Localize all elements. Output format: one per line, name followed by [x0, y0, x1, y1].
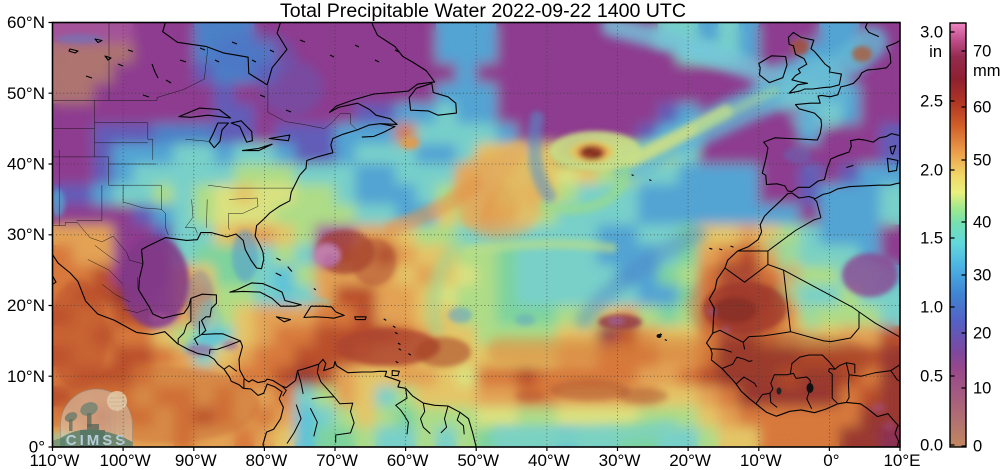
svg-text:40: 40 — [973, 214, 991, 232]
svg-text:70°W: 70°W — [316, 451, 358, 470]
svg-text:10: 10 — [973, 380, 991, 398]
svg-text:1.5: 1.5 — [920, 230, 943, 248]
svg-text:0°: 0° — [823, 451, 839, 470]
svg-text:90°W: 90°W — [175, 451, 217, 470]
svg-text:60: 60 — [973, 99, 991, 117]
svg-text:1.0: 1.0 — [920, 299, 943, 317]
svg-text:50°N: 50°N — [7, 84, 45, 103]
svg-text:20°W: 20°W — [669, 451, 711, 470]
svg-text:2.0: 2.0 — [920, 162, 943, 180]
svg-text:3.0: 3.0 — [920, 24, 943, 42]
svg-text:50: 50 — [973, 152, 991, 170]
svg-text:in: in — [929, 43, 942, 61]
svg-text:0°: 0° — [29, 438, 45, 457]
svg-text:80°W: 80°W — [246, 451, 288, 470]
svg-text:50°W: 50°W — [457, 451, 499, 470]
svg-text:10°N: 10°N — [7, 367, 45, 386]
svg-text:10°E: 10°E — [883, 451, 920, 470]
svg-text:40°W: 40°W — [528, 451, 570, 470]
svg-text:Total Precipitable Water 2022: Total Precipitable Water 2022-09-22 1400… — [280, 1, 686, 22]
svg-text:10°W: 10°W — [740, 451, 782, 470]
svg-text:60°N: 60°N — [7, 13, 45, 32]
svg-text:0.0: 0.0 — [920, 437, 943, 455]
svg-text:110°W: 110°W — [30, 451, 80, 470]
svg-text:40°N: 40°N — [7, 155, 45, 174]
svg-text:20: 20 — [973, 325, 991, 343]
svg-text:0: 0 — [973, 438, 982, 456]
svg-text:30°N: 30°N — [7, 225, 45, 244]
svg-text:30: 30 — [973, 267, 991, 285]
svg-text:60°W: 60°W — [387, 451, 429, 470]
svg-text:mm: mm — [973, 62, 1000, 80]
svg-text:30°W: 30°W — [599, 451, 641, 470]
svg-text:100°W: 100°W — [99, 451, 150, 470]
svg-text:CIMSS: CIMSS — [66, 432, 129, 449]
svg-text:2.5: 2.5 — [920, 93, 943, 111]
svg-text:0.5: 0.5 — [920, 368, 943, 386]
svg-text:70: 70 — [973, 43, 991, 61]
svg-text:20°N: 20°N — [7, 296, 45, 315]
